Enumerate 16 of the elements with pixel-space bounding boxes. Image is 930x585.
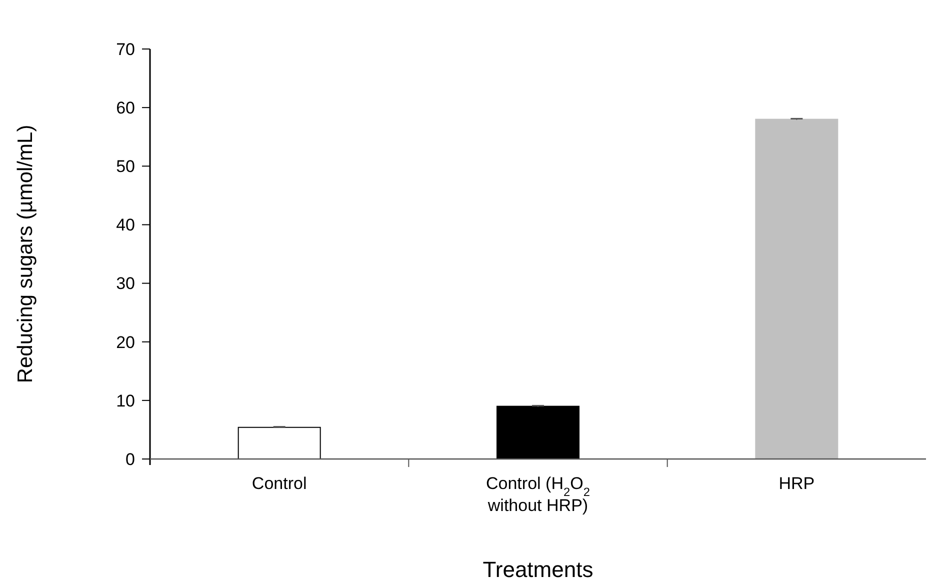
y-tick-label: 40 (116, 216, 135, 235)
x-tick-label: HRP (778, 474, 815, 493)
y-tick-label: 50 (116, 157, 135, 176)
bar (238, 426, 321, 460)
bar (755, 118, 838, 460)
y-tick-label: 70 (116, 40, 135, 59)
bar (496, 406, 580, 460)
y-axis-title: Reducing sugars (µmol/mL) (14, 124, 37, 384)
x-tick-label: Control (252, 474, 307, 493)
y-tick-label: 10 (116, 391, 135, 410)
y-tick-label: 20 (116, 332, 135, 352)
category-label: Control (H$_{2}$O$_{2}$ without HRP) (486, 474, 590, 515)
y-tick-label: 60 (116, 98, 135, 118)
y-tick-label: 30 (116, 274, 135, 294)
x-axis-title: Treatments (482, 557, 594, 582)
y-tick-label: 0 (126, 450, 135, 469)
